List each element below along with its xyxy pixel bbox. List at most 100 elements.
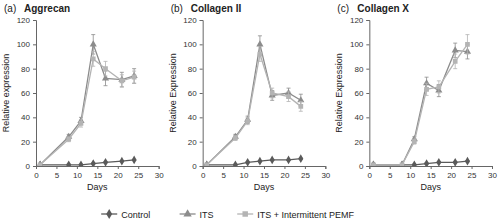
y-tick: 0 (192, 162, 202, 171)
error-bar-cap (299, 101, 303, 102)
x-tick-label: 0 (201, 171, 206, 180)
panel: (a)Aggrecan051015202530020406080100120Da… (1, 3, 164, 192)
x-axis-line (37, 167, 160, 170)
error-bar-cap (425, 95, 429, 96)
x-tick-label: 25 (301, 171, 310, 180)
error-bar-cap (120, 86, 124, 87)
error-bar-cap (299, 94, 303, 95)
figure: (a)Aggrecan051015202530020406080100120Da… (0, 0, 500, 224)
y-axis-line (200, 21, 204, 167)
x-tick-mark (284, 166, 285, 169)
x-tick-label: 5 (55, 171, 60, 180)
y-tick: 40 (188, 113, 203, 122)
y-tick-mark (366, 69, 369, 70)
y-tick-label: 40 (354, 113, 363, 122)
x-tick: 5 (221, 166, 226, 180)
error-bar-cap (132, 68, 136, 69)
marker (258, 52, 263, 57)
series-line (40, 59, 134, 165)
x-tick: 30 (321, 166, 330, 180)
y-tick: 80 (21, 65, 36, 74)
y-tick: 120 (350, 16, 369, 25)
x-tick-mark (223, 166, 224, 169)
x-tick: 25 (468, 166, 477, 180)
error-bar-cap (132, 83, 136, 84)
error-bar-cap (258, 61, 262, 62)
marker (452, 46, 459, 52)
legend: ControlITSITS + Intermittent PEMF (101, 209, 354, 220)
marker (436, 158, 441, 166)
x-axis: 051015202530 (34, 166, 164, 180)
y-tick: 120 (17, 16, 36, 25)
x-tick-label: 0 (368, 171, 373, 180)
error-bar (120, 72, 124, 87)
marker (233, 160, 238, 166)
series-line (373, 44, 467, 164)
x-tick-label: 15 (260, 171, 269, 180)
error-bar (437, 81, 441, 93)
y-tick-mark (33, 93, 36, 94)
error-bar (270, 88, 274, 98)
legend-marker (183, 209, 191, 216)
y-tick: 20 (188, 138, 203, 147)
error-bar (453, 54, 457, 69)
y-tick-label: 0 (26, 162, 31, 171)
y-tick: 100 (17, 40, 36, 49)
error-bar-cap (104, 85, 108, 86)
title: Collagen X (357, 3, 409, 14)
marker (256, 40, 263, 46)
y-tick: 0 (26, 162, 36, 171)
x-axis: 051015202530 (201, 166, 331, 180)
y-tick-label: 40 (188, 113, 197, 122)
plot-area (203, 36, 304, 166)
legend-label: ITS + Intermittent PEMF (257, 210, 354, 220)
error-bar (67, 137, 71, 142)
error-bar-cap (120, 86, 124, 87)
y-tick: 100 (350, 40, 369, 49)
y-tick-mark (366, 117, 369, 118)
x-tick-mark (159, 166, 160, 169)
x-tick-label: 15 (93, 171, 102, 180)
error-bar-cap (104, 61, 108, 62)
y-tick: 20 (21, 138, 36, 147)
error-bar (258, 47, 262, 62)
error-bar-cap (270, 100, 274, 101)
y-tick: 120 (183, 16, 202, 25)
x-tick: 0 (201, 166, 206, 180)
error-bar-cap (270, 88, 274, 89)
x-tick-label: 10 (73, 171, 82, 180)
series-line (373, 50, 467, 164)
x-tick: 0 (368, 166, 373, 180)
x-tick-label: 25 (134, 171, 143, 180)
y-tick-mark (33, 142, 36, 143)
y-tick: 60 (188, 89, 203, 98)
y-tick-label: 20 (188, 138, 197, 147)
marker (297, 96, 304, 102)
y-tick-mark (366, 20, 369, 21)
marker (79, 121, 84, 126)
error-bar (412, 139, 416, 144)
error-bar-cap (270, 97, 274, 98)
x-tick-mark (472, 166, 473, 169)
error-bar (120, 75, 124, 87)
y-tick-mark (366, 44, 369, 45)
y-tick-label: 0 (192, 162, 197, 171)
error-bar-cap (425, 83, 429, 84)
marker (453, 158, 458, 166)
y-axis-line (33, 21, 37, 167)
y-tick-mark (200, 93, 203, 94)
x-axis: 051015202530 (368, 166, 498, 180)
x-tick-label: 15 (427, 171, 436, 180)
y-tick-mark (33, 166, 36, 167)
error-bar-cap (120, 72, 124, 73)
y-tick-mark (200, 44, 203, 45)
error-bar-cap (120, 74, 124, 75)
legend-label: ITS (200, 210, 214, 220)
x-tick-label: 30 (321, 171, 330, 180)
title: Collagen II (191, 3, 242, 14)
marker (424, 87, 429, 92)
series-line (207, 54, 301, 165)
error-bar (287, 92, 291, 102)
panel-label: (a) (4, 3, 16, 14)
y-tick-label: 80 (188, 65, 197, 74)
